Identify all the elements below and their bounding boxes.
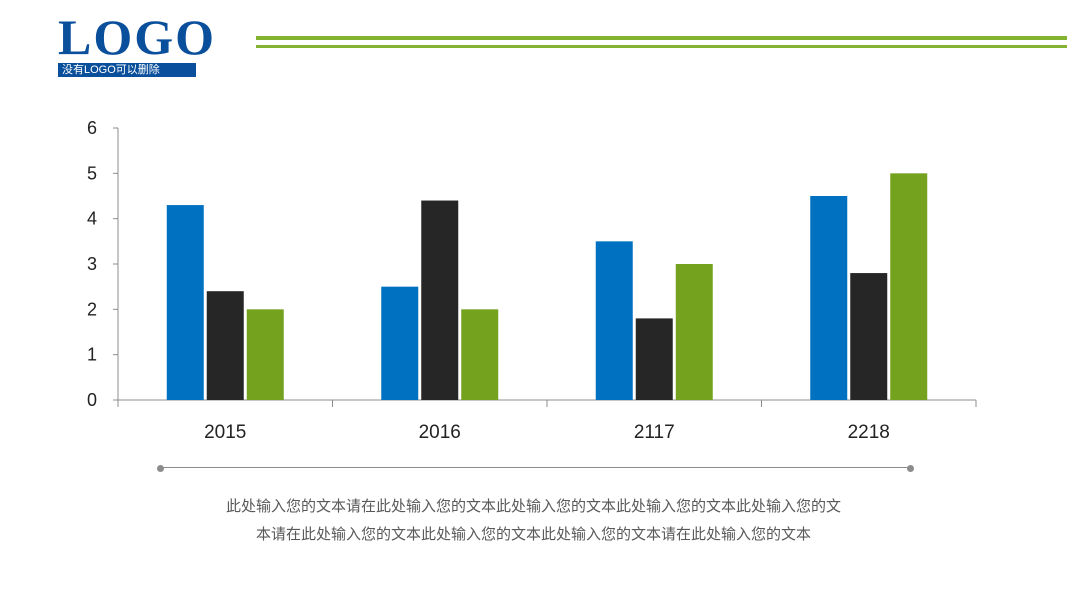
caption-text: 此处输入您的文本请在此处输入您的文本此处输入您的文本此处输入您的文本此处输入您的…	[150, 492, 917, 548]
caption-line-2: 本请在此处输入您的文本此处输入您的文本此处输入您的文本请在此处输入您的文本	[255, 525, 811, 543]
y-tick-label: 0	[87, 390, 97, 410]
x-category-label: 2218	[848, 422, 890, 443]
caption-line-1: 此处输入您的文本请在此处输入您的文本此处输入您的文本此处输入您的文本此处输入您的…	[225, 497, 841, 515]
y-tick-label: 5	[87, 163, 97, 183]
y-tick-label: 1	[87, 345, 97, 365]
y-tick-label: 3	[87, 254, 97, 274]
bar	[810, 196, 848, 400]
x-category-label: 2117	[634, 422, 675, 443]
bar	[890, 173, 928, 400]
bar	[850, 273, 888, 400]
bar	[461, 309, 499, 400]
y-tick-label: 6	[87, 118, 97, 138]
header-rule-bottom	[256, 45, 1067, 48]
caption-divider	[157, 465, 914, 472]
header-rule-top	[256, 36, 1067, 40]
divider-line	[159, 467, 912, 468]
bar	[421, 200, 459, 400]
logo: LOGO 没有LOGO可以删除	[58, 9, 217, 77]
x-category-label: 2015	[204, 422, 246, 443]
bar	[246, 309, 284, 400]
logo-text: LOGO	[58, 9, 217, 65]
bar	[381, 286, 419, 400]
bar	[206, 291, 244, 400]
bar	[635, 318, 673, 400]
bar	[166, 205, 204, 400]
logo-subtitle: 没有LOGO可以删除	[58, 63, 196, 77]
divider-dot-left	[157, 465, 164, 472]
y-tick-labels: 0 1 2 3 4 5 6	[87, 118, 97, 410]
chart-bars	[166, 173, 928, 400]
x-category-label: 2016	[419, 422, 461, 443]
bar	[675, 264, 713, 400]
bar	[595, 241, 633, 400]
divider-dot-right	[907, 465, 914, 472]
x-category-labels: 2015 2016 2117 2218	[204, 422, 890, 443]
y-tick-label: 2	[87, 299, 97, 319]
y-tick-label: 4	[87, 209, 97, 229]
